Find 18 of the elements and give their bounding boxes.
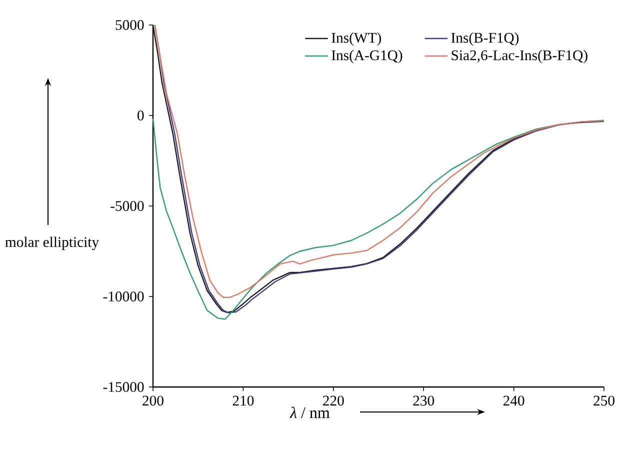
x-tick-label: 210 (232, 396, 254, 406)
y-tick-label: -10000 (103, 292, 144, 302)
legend-label: Ins(WT) (332, 32, 381, 46)
y-tick-label: -5000 (110, 201, 144, 211)
x-tick-label: 230 (413, 396, 434, 406)
legend-label: Ins(A-G1Q) (332, 50, 402, 64)
y-axis-title: molar ellipticity (5, 236, 100, 250)
x-tick-label: 200 (142, 396, 164, 406)
y-tick-label: 0 (138, 110, 144, 120)
x-tick-label: 250 (594, 396, 614, 406)
x-tick-label: 240 (503, 396, 524, 406)
x-axis-title: λ / nm (290, 406, 330, 418)
y-tick-label: 5000 (116, 20, 144, 30)
y-tick-label: -15000 (103, 382, 144, 392)
line-series (152, 118, 605, 320)
legend-label: Sia2,6-Lac-Ins(B-F1Q) (452, 50, 588, 64)
legend-label: Ins(B-F1Q) (451, 32, 519, 46)
x-tick-label: 220 (323, 396, 344, 406)
